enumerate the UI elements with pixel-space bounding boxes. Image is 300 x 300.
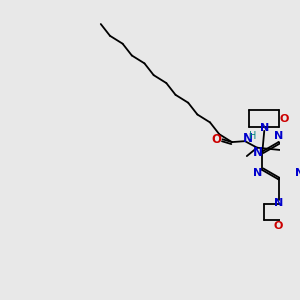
- Text: N: N: [253, 168, 262, 178]
- Text: N: N: [243, 132, 253, 145]
- Text: N: N: [274, 131, 283, 142]
- Text: N: N: [295, 168, 300, 178]
- Text: H: H: [249, 131, 256, 142]
- Text: N: N: [274, 198, 283, 208]
- Text: N: N: [260, 123, 269, 133]
- Text: O: O: [274, 221, 283, 231]
- Text: O: O: [279, 114, 289, 124]
- Text: O: O: [211, 133, 221, 146]
- Text: N: N: [253, 146, 263, 159]
